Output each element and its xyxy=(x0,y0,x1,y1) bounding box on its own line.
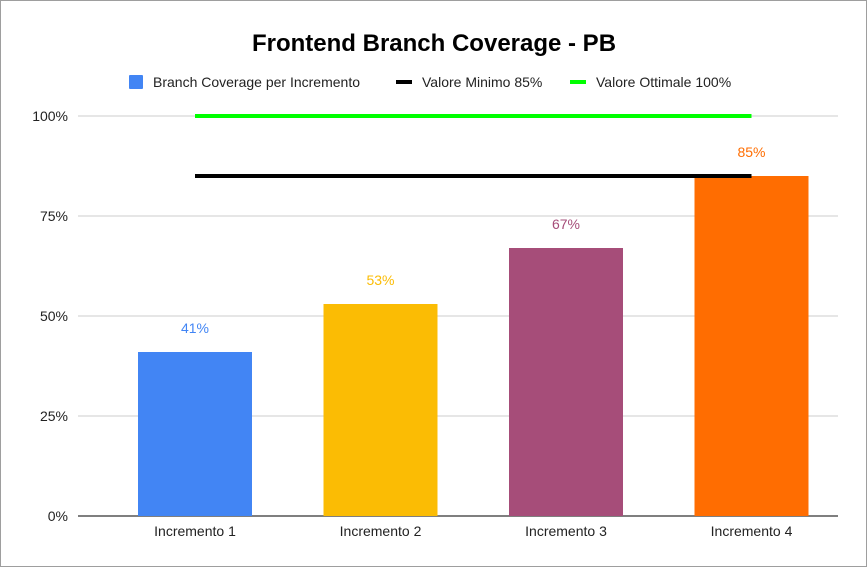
legend: Branch Coverage per Incremento Valore Min… xyxy=(129,74,731,90)
data-label: 67% xyxy=(552,216,580,232)
y-tick-label: 0% xyxy=(48,508,68,524)
reference-lines xyxy=(195,114,752,178)
bar xyxy=(509,248,623,516)
x-tick-label: Incremento 3 xyxy=(525,523,607,539)
bar xyxy=(694,176,809,516)
y-tick-label: 25% xyxy=(40,408,68,424)
legend-label: Branch Coverage per Incremento xyxy=(153,74,360,90)
x-tick-label: Incremento 1 xyxy=(154,523,236,539)
x-tick-label: Incremento 2 xyxy=(340,523,422,539)
bars xyxy=(138,176,809,516)
x-tick-label: Incremento 4 xyxy=(711,523,793,539)
bar xyxy=(323,304,438,516)
x-axis-ticks: Incremento 1 Incremento 2 Incremento 3 Incr… xyxy=(154,523,792,539)
data-label: 41% xyxy=(181,320,209,336)
legend-label: Valore Ottimale 100% xyxy=(596,74,731,90)
y-tick-label: 75% xyxy=(40,208,68,224)
y-tick-label: 100% xyxy=(32,108,68,124)
data-labels: 41% 53% 67% 85% xyxy=(181,144,766,336)
data-label: 85% xyxy=(737,144,765,160)
y-axis-ticks: 0% 25% 50% 75% 100% xyxy=(32,108,68,524)
legend-label: Valore Minimo 85% xyxy=(422,74,542,90)
data-label: 53% xyxy=(366,272,394,288)
y-tick-label: 50% xyxy=(40,308,68,324)
bar xyxy=(138,352,252,516)
legend-swatch xyxy=(129,75,143,89)
chart-title: Frontend Branch Coverage - PB xyxy=(252,30,616,57)
